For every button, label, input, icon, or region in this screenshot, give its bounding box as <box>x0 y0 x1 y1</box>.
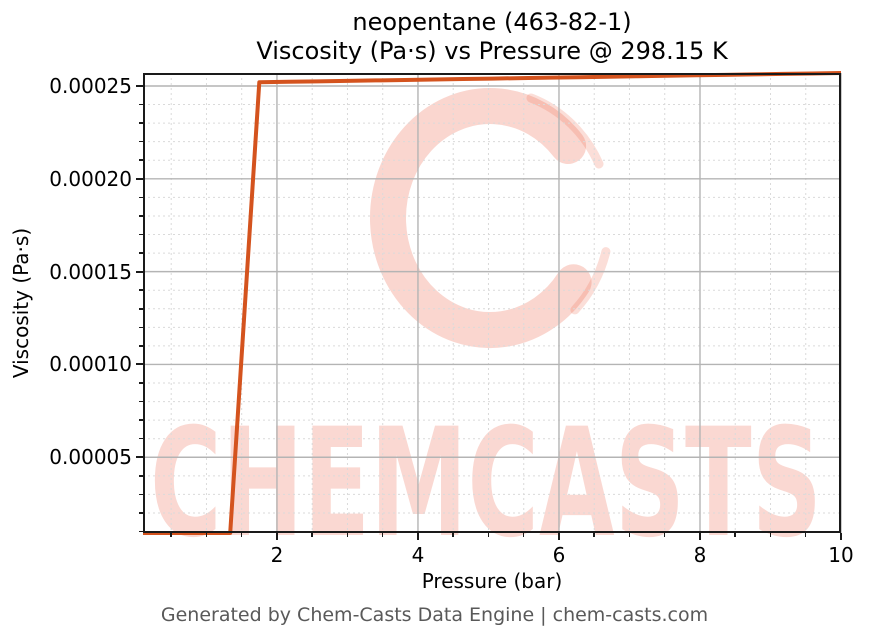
y-minor-tick <box>139 345 143 347</box>
x-minor-tick <box>734 533 736 537</box>
watermark-text: CHEMCASTS <box>150 397 822 571</box>
y-tick-label: 0.00005 <box>49 445 132 470</box>
y-minor-tick <box>139 493 143 496</box>
minor-gridlines <box>143 73 841 533</box>
y-minor-tick <box>139 196 143 199</box>
y-minor-tick <box>139 159 143 161</box>
x-minor-tick <box>205 533 208 537</box>
y-minor-tick <box>139 140 143 143</box>
x-major-tick <box>416 533 419 540</box>
y-minor-tick <box>139 437 143 440</box>
watermark: CHEMCASTS <box>150 88 822 571</box>
y-minor-tick <box>139 382 143 384</box>
x-minor-tick <box>240 533 243 537</box>
x-tick-label: 2 <box>270 543 284 567</box>
y-minor-tick <box>139 103 143 106</box>
chart-title: neopentane (463-82-1) <box>352 8 632 36</box>
y-minor-tick <box>139 475 143 477</box>
y-major-tick <box>136 177 143 180</box>
x-major-tick <box>275 533 278 540</box>
y-tick-label: 0.00020 <box>49 166 132 191</box>
x-tick-label: 4 <box>411 543 425 567</box>
x-major-tick <box>840 533 842 540</box>
y-major-tick <box>136 363 143 366</box>
y-minor-tick <box>139 122 143 124</box>
x-minor-tick <box>452 533 454 537</box>
x-minor-tick <box>311 533 313 537</box>
chart-subtitle: Viscosity (Pa·s) vs Pressure @ 298.15 K <box>256 37 728 65</box>
plot-area: CHEMCASTS <box>143 71 842 571</box>
y-tick-label: 0.00010 <box>49 352 132 377</box>
axes-spines <box>143 73 841 533</box>
x-minor-tick <box>170 533 172 537</box>
y-minor-tick <box>139 326 143 329</box>
x-minor-tick <box>804 533 807 537</box>
y-tick-label: 0.00015 <box>49 259 132 284</box>
y-minor-tick <box>139 215 143 217</box>
x-tick-label: 10 <box>828 543 854 567</box>
y-minor-tick <box>139 419 143 421</box>
c-swirl-logo-icon <box>370 88 592 348</box>
x-tick-label: 6 <box>552 543 566 567</box>
x-minor-tick <box>593 533 595 537</box>
footer-credit: Generated by Chem-Casts Data Engine | ch… <box>160 604 709 626</box>
y-minor-tick <box>139 289 143 291</box>
y-major-tick <box>136 84 143 87</box>
y-minor-tick <box>139 233 143 236</box>
y-minor-tick <box>139 400 143 403</box>
x-major-tick <box>698 533 701 540</box>
x-minor-tick <box>381 533 384 537</box>
y-minor-tick <box>139 252 143 254</box>
x-tick-label: 8 <box>693 543 707 567</box>
y-minor-tick <box>139 512 143 514</box>
x-minor-tick <box>346 533 349 537</box>
y-minor-tick <box>139 530 143 533</box>
y-tick-label: 0.00025 <box>49 73 132 98</box>
x-minor-tick <box>522 533 525 537</box>
x-minor-tick <box>628 533 631 537</box>
x-major-tick <box>557 533 560 540</box>
c-swirl-tip-bottom-icon <box>570 247 611 315</box>
y-minor-tick <box>139 308 143 310</box>
x-minor-tick <box>487 533 490 537</box>
y-major-tick <box>136 456 143 459</box>
x-axis-label: Pressure (bar) <box>421 569 563 593</box>
y-major-tick <box>136 270 143 273</box>
x-minor-tick <box>769 533 772 537</box>
x-minor-tick <box>663 533 666 537</box>
